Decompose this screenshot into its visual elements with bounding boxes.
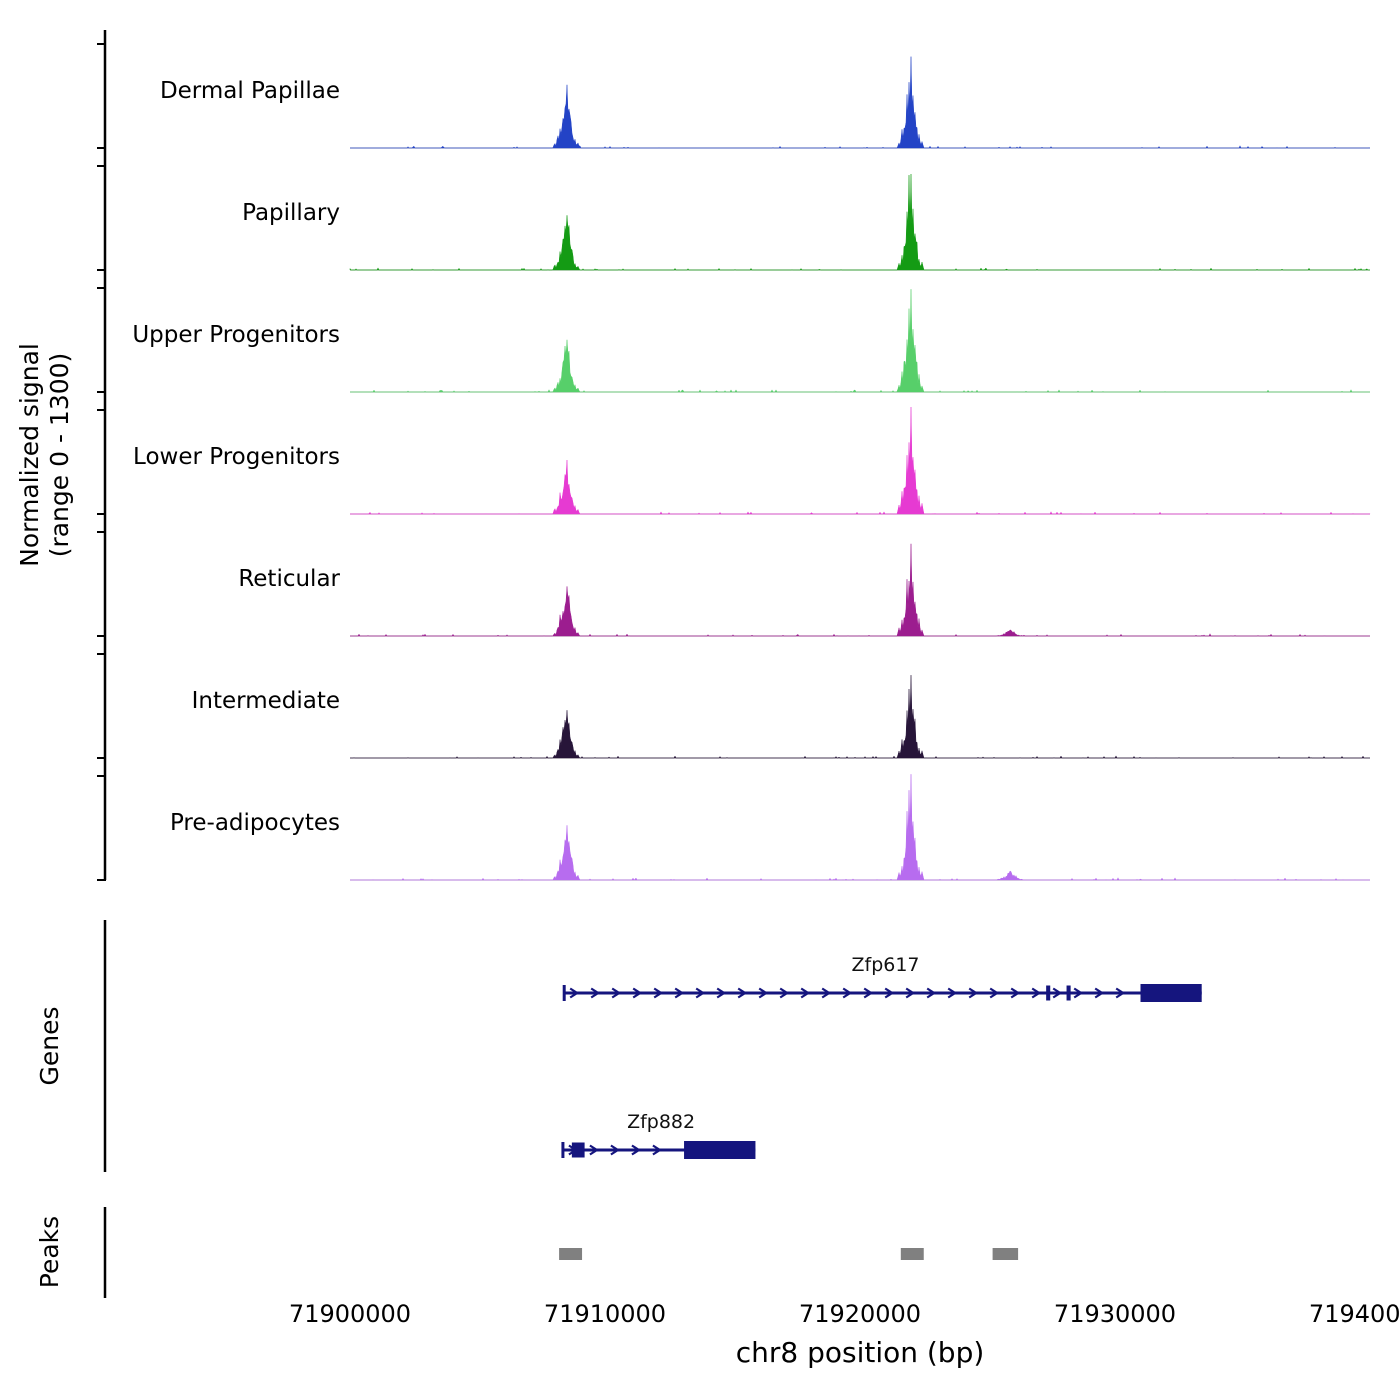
gene-exon-box xyxy=(1046,985,1051,1001)
strand-arrow-icon xyxy=(947,987,958,999)
strand-arrow-icon xyxy=(1031,987,1042,999)
gene-cds-box xyxy=(684,1141,756,1159)
strand-arrow-icon xyxy=(1115,987,1126,999)
strand-arrow-icon xyxy=(863,987,874,999)
x-tick-label: 71910000 xyxy=(544,1300,666,1328)
strand-arrow-icon xyxy=(611,987,622,999)
strand-arrow-icon xyxy=(989,987,1000,999)
strand-arrow-icon xyxy=(821,987,832,999)
signal-track-papillary: Papillary xyxy=(97,165,1370,271)
signal-track-pre-adipocytes: Pre-adipocytes xyxy=(97,774,1370,881)
strand-arrow-icon xyxy=(589,1144,599,1156)
strand-arrow-icon xyxy=(716,987,727,999)
signal-area-pre-adipocytes xyxy=(350,774,1370,881)
strand-arrow-icon xyxy=(737,987,748,999)
track-label-upper-progenitors: Upper Progenitors xyxy=(132,322,340,348)
gene-label-zfp882: Zfp882 xyxy=(627,1111,695,1133)
genes-layer: Zfp617 Zfp882 xyxy=(561,954,1202,1159)
signal-track-reticular: Reticular xyxy=(97,531,1370,637)
y-axis-label-line1: Normalized signal xyxy=(15,343,44,567)
x-tick-label: 71900000 xyxy=(289,1300,411,1328)
strand-arrow-icon xyxy=(1094,987,1105,999)
strand-arrow-icon xyxy=(905,987,916,999)
strand-arrow-icon xyxy=(569,987,580,999)
x-axis-layer: 71900000 71910000 71920000 71930000 71940000 xyxy=(289,1300,1400,1328)
strand-arrow-icon xyxy=(631,1144,641,1156)
strand-arrow-icon xyxy=(695,987,706,999)
peaks-track-label: Peaks xyxy=(35,1216,64,1288)
x-tick-label: 71940000 xyxy=(1309,1300,1400,1328)
track-label-lower-progenitors: Lower Progenitors xyxy=(133,444,340,470)
strand-arrow-icon xyxy=(1010,987,1021,999)
track-label-dermal-papillae: Dermal Papillae xyxy=(160,78,340,104)
signal-track-upper-progenitors: Upper Progenitors xyxy=(97,287,1370,393)
gene-exon-box xyxy=(1066,985,1071,1001)
strand-arrow-icon xyxy=(652,1144,662,1156)
track-label-papillary: Papillary xyxy=(242,200,340,226)
signal-track-lower-progenitors: Lower Progenitors xyxy=(97,406,1371,515)
peak-region-box xyxy=(559,1248,583,1260)
signal-area-dermal-papillae xyxy=(350,56,1371,149)
strand-arrow-icon xyxy=(1052,987,1063,999)
signal-track-intermediate: Intermediate xyxy=(97,653,1370,759)
signal-track-dermal-papillae: Dermal Papillae xyxy=(97,43,1371,149)
signal-area-upper-progenitors xyxy=(350,289,1370,393)
x-tick-label: 71920000 xyxy=(799,1300,921,1328)
gene-zfp882: Zfp882 xyxy=(561,1111,756,1159)
strand-arrow-icon xyxy=(610,1144,620,1156)
strand-arrow-icon xyxy=(779,987,790,999)
genes-track-label: Genes xyxy=(35,1006,64,1085)
track-label-reticular: Reticular xyxy=(238,566,340,592)
strand-arrow-icon xyxy=(1073,987,1084,999)
strand-arrow-icon xyxy=(968,987,979,999)
peak-regions-layer xyxy=(559,1248,1019,1260)
gene-zfp617: Zfp617 xyxy=(562,954,1202,1002)
signal-tracks-layer: Dermal Papillae Papillary Upper Progenitor… xyxy=(97,43,1371,881)
signal-area-lower-progenitors xyxy=(350,406,1371,515)
strand-arrow-icon xyxy=(800,987,811,999)
strand-arrow-icon xyxy=(758,987,769,999)
x-axis-title: chr8 position (bp) xyxy=(736,1336,985,1369)
gene-label-zfp617: Zfp617 xyxy=(851,954,919,976)
track-label-pre-adipocytes: Pre-adipocytes xyxy=(170,810,340,836)
signal-area-papillary xyxy=(349,173,1370,271)
signal-area-intermediate xyxy=(350,675,1370,759)
strand-arrow-icon xyxy=(632,987,643,999)
strand-arrow-icon xyxy=(926,987,937,999)
strand-arrow-icon xyxy=(842,987,853,999)
peak-region-box xyxy=(900,1248,924,1260)
strand-arrow-icon xyxy=(674,987,685,999)
x-tick-label: 71930000 xyxy=(1054,1300,1176,1328)
strand-arrow-icon xyxy=(590,987,601,999)
gene-cds-box xyxy=(1140,984,1202,1002)
strand-arrow-icon xyxy=(884,987,895,999)
peak-region-box xyxy=(992,1248,1019,1260)
track-label-intermediate: Intermediate xyxy=(192,688,340,714)
strand-arrow-icon xyxy=(653,987,664,999)
signal-area-reticular xyxy=(350,543,1370,637)
y-axis-label-line2: (range 0 - 1300) xyxy=(45,353,74,558)
gene-exon-box xyxy=(571,1142,585,1158)
